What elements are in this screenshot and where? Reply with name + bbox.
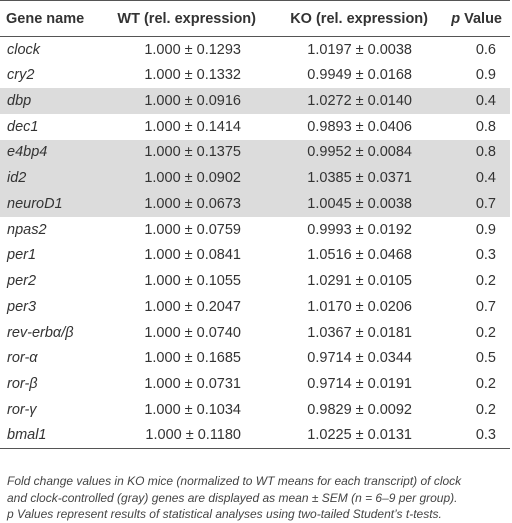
wt-expression-cell: 1.000 ± 0.0731 bbox=[144, 376, 241, 393]
table-row: ror-γ 1.000 ± 0.1034 0.9829 ± 0.0092 0.2 bbox=[0, 397, 510, 423]
wt-expression-cell: 1.000 ± 0.1293 bbox=[144, 41, 241, 58]
p-value-cell: 0.2 bbox=[475, 273, 496, 290]
p-value-cell: 0.8 bbox=[430, 139, 510, 166]
ko-expression-cell: 0.9949 ± 0.0168 bbox=[307, 67, 412, 84]
gene-name-cell: e4bp4 bbox=[0, 139, 103, 166]
ko-expression-cell: 1.0385 ± 0.0371 bbox=[258, 165, 430, 191]
table-row: clock 1.000 ± 0.1293 1.0197 ± 0.0038 0.6 bbox=[0, 37, 510, 63]
p-value-cell: 0.7 bbox=[475, 298, 496, 315]
table-row: ror-α 1.000 ± 0.1685 0.9714 ± 0.0344 0.5 bbox=[0, 346, 510, 372]
table-row: cry2 1.000 ± 0.1332 0.9949 ± 0.0168 0.9 bbox=[0, 62, 510, 88]
ko-expression-cell: 1.0367 ± 0.0181 bbox=[307, 324, 412, 341]
p-value-cell: 0.4 bbox=[430, 165, 510, 191]
table-row: per3 1.000 ± 0.2047 1.0170 ± 0.0206 0.7 bbox=[0, 294, 510, 320]
gene-expression-table-container: Gene name WT (rel. expression) KO (rel. … bbox=[0, 0, 510, 449]
caption-line-2: and clock-controlled (gray) genes are di… bbox=[7, 490, 458, 505]
table-row: neuroD1 1.000 ± 0.0673 1.0045 ± 0.0038 0.7 bbox=[0, 191, 510, 217]
p-value-cell: 0.2 bbox=[475, 376, 496, 393]
wt-expression-cell: 1.000 ± 0.0740 bbox=[144, 324, 241, 341]
wt-expression-cell: 1.000 ± 0.1414 bbox=[144, 118, 241, 135]
p-value-cell: 0.2 bbox=[475, 324, 496, 341]
ko-expression-cell: 1.0170 ± 0.0206 bbox=[307, 298, 412, 315]
gene-name-cell: ror-β bbox=[7, 376, 38, 393]
gene-name-cell: ror-γ bbox=[7, 401, 37, 418]
gene-name-cell: dec1 bbox=[7, 118, 39, 135]
gene-name-cell: cry2 bbox=[7, 67, 35, 84]
gene-expression-table: Gene name WT (rel. expression) KO (rel. … bbox=[0, 0, 510, 449]
p-value-cell: 0.7 bbox=[430, 191, 510, 217]
ko-expression-cell: 0.9952 ± 0.0084 bbox=[258, 139, 430, 166]
gene-name-cell: per1 bbox=[7, 247, 37, 264]
p-value-cell: 0.5 bbox=[475, 350, 496, 367]
table-header-row: Gene name WT (rel. expression) KO (rel. … bbox=[0, 0, 510, 37]
gene-name-cell: rev-erbα/β bbox=[7, 324, 74, 341]
p-value-cell: 0.6 bbox=[475, 41, 496, 58]
wt-expression-cell: 1.000 ± 0.0673 bbox=[103, 191, 258, 217]
p-value-cell: 0.9 bbox=[475, 67, 496, 84]
table-row: rev-erbα/β 1.000 ± 0.0740 1.0367 ± 0.0181 0… bbox=[0, 320, 510, 346]
ko-expression-cell: 0.9993 ± 0.0192 bbox=[307, 221, 412, 238]
header-wt-expression: WT (rel. expression) bbox=[103, 0, 258, 37]
p-value-cell: 0.4 bbox=[430, 88, 510, 114]
p-value-cell: 0.3 bbox=[475, 247, 496, 264]
table-row: per2 1.000 ± 0.1055 1.0291 ± 0.0105 0.2 bbox=[0, 268, 510, 294]
caption-line-1: Fold change values in KO mice (normalize… bbox=[7, 474, 462, 488]
header-p-value: p Value bbox=[430, 0, 510, 37]
ko-expression-cell: 0.9893 ± 0.0406 bbox=[307, 118, 412, 135]
gene-name-cell: per3 bbox=[7, 298, 37, 315]
ko-expression-cell: 0.9829 ± 0.0092 bbox=[307, 401, 412, 418]
ko-expression-cell: 1.0045 ± 0.0038 bbox=[258, 191, 430, 217]
table-row: dec1 1.000 ± 0.1414 0.9893 ± 0.0406 0.8 bbox=[0, 114, 510, 140]
ko-expression-cell: 0.9714 ± 0.0191 bbox=[307, 376, 412, 393]
gene-name-cell: dbp bbox=[0, 88, 103, 114]
gene-name-cell: clock bbox=[7, 41, 41, 58]
table-row: id2 1.000 ± 0.0902 1.0385 ± 0.0371 0.4 bbox=[0, 165, 510, 191]
ko-expression-cell: 1.0291 ± 0.0105 bbox=[307, 273, 412, 290]
wt-expression-cell: 1.000 ± 0.1180 bbox=[103, 422, 258, 449]
p-value-cell: 0.9 bbox=[475, 221, 496, 238]
wt-expression-cell: 1.000 ± 0.0916 bbox=[103, 88, 258, 114]
ko-expression-cell: 1.0197 ± 0.0038 bbox=[307, 41, 412, 58]
header-p-rest: Value bbox=[460, 10, 502, 27]
ko-expression-cell: 1.0272 ± 0.0140 bbox=[258, 88, 430, 114]
wt-expression-cell: 1.000 ± 0.1332 bbox=[144, 67, 241, 84]
table-row: dbp 1.000 ± 0.0916 1.0272 ± 0.0140 0.4 bbox=[0, 88, 510, 114]
wt-expression-cell: 1.000 ± 0.0759 bbox=[144, 221, 241, 238]
gene-name-cell: per2 bbox=[7, 273, 37, 290]
gene-name-cell: npas2 bbox=[7, 221, 47, 238]
table-body: clock 1.000 ± 0.1293 1.0197 ± 0.0038 0.6 cry… bbox=[0, 37, 510, 449]
wt-expression-cell: 1.000 ± 0.1055 bbox=[144, 273, 241, 290]
header-gene-name: Gene name bbox=[0, 0, 103, 37]
wt-expression-cell: 1.000 ± 0.1685 bbox=[144, 350, 241, 367]
table-row: bmal1 1.000 ± 0.1180 1.0225 ± 0.0131 0.3 bbox=[0, 422, 510, 449]
ko-expression-cell: 1.0516 ± 0.0468 bbox=[307, 247, 412, 264]
p-value-cell: 0.3 bbox=[430, 422, 510, 449]
gene-name-cell: neuroD1 bbox=[0, 191, 103, 217]
wt-expression-cell: 1.000 ± 0.0841 bbox=[144, 247, 241, 264]
header-ko-expression: KO (rel. expression) bbox=[258, 0, 430, 37]
gene-name-cell: id2 bbox=[0, 165, 103, 191]
gene-name-cell: ror-α bbox=[7, 350, 38, 367]
ko-expression-cell: 1.0225 ± 0.0131 bbox=[258, 422, 430, 449]
wt-expression-cell: 1.000 ± 0.0902 bbox=[103, 165, 258, 191]
p-value-cell: 0.2 bbox=[475, 401, 496, 418]
table-row: npas2 1.000 ± 0.0759 0.9993 ± 0.0192 0.9 bbox=[0, 217, 510, 243]
ko-expression-cell: 0.9714 ± 0.0344 bbox=[307, 350, 412, 367]
wt-expression-cell: 1.000 ± 0.1034 bbox=[144, 401, 241, 418]
caption-line-3: p Values represent results of statistica… bbox=[7, 507, 442, 521]
p-value-cell: 0.8 bbox=[475, 118, 496, 135]
wt-expression-cell: 1.000 ± 0.1375 bbox=[103, 139, 258, 166]
table-row: per1 1.000 ± 0.0841 1.0516 ± 0.0468 0.3 bbox=[0, 243, 510, 269]
wt-expression-cell: 1.000 ± 0.2047 bbox=[144, 298, 241, 315]
table-row: e4bp4 1.000 ± 0.1375 0.9952 ± 0.0084 0.8 bbox=[0, 139, 510, 166]
header-p-letter: p bbox=[451, 10, 461, 27]
gene-name-cell: bmal1 bbox=[0, 422, 103, 449]
table-caption: Fold change values in KO mice (normalize… bbox=[7, 473, 507, 523]
table-row: ror-β 1.000 ± 0.0731 0.9714 ± 0.0191 0.2 bbox=[0, 371, 510, 397]
